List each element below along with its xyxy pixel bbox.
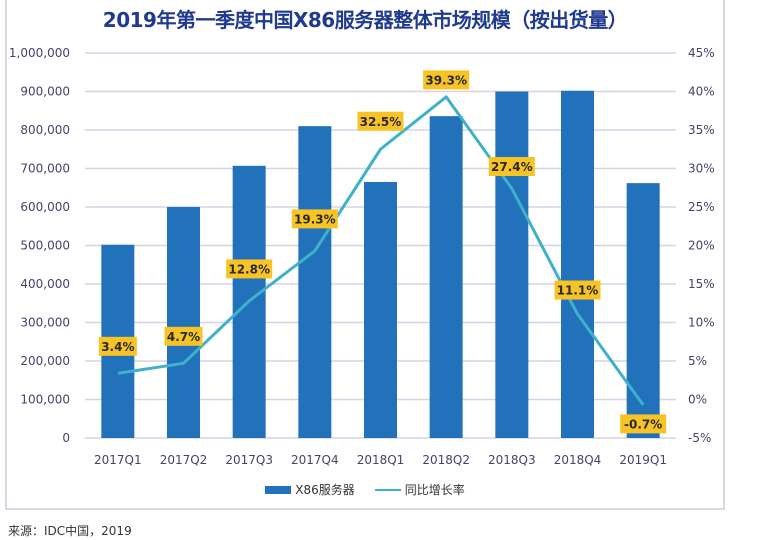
right-axis-tick: 20% — [688, 239, 715, 253]
chart-title: 2019年第一季度中国X86服务器整体市场规模（按出货量） — [102, 8, 628, 32]
data-label-text: 11.1% — [557, 284, 599, 298]
data-label: 27.4% — [488, 157, 535, 177]
x-axis-tick: 2017Q2 — [160, 453, 208, 467]
left-axis-tick: 300,000 — [20, 316, 70, 330]
left-axis-tick: 200,000 — [20, 354, 70, 368]
left-axis-tick: 500,000 — [20, 239, 70, 253]
x-axis-tick: 2018Q4 — [554, 453, 602, 467]
left-axis-tick: 900,000 — [20, 85, 70, 99]
data-label-text: 19.3% — [294, 212, 336, 226]
data-label-bg — [164, 326, 203, 346]
data-label-bg — [620, 414, 667, 434]
source-note: 来源：IDC中国，2019 — [8, 524, 132, 538]
right-axis-tick: 45% — [688, 46, 715, 60]
data-label-text: 12.8% — [228, 262, 270, 276]
left-axis-tick: 600,000 — [20, 200, 70, 214]
bar-2018Q1 — [364, 181, 397, 438]
data-label-bg — [554, 280, 601, 300]
data-label-text: 27.4% — [491, 160, 533, 174]
data-label-text: -0.7% — [624, 417, 662, 431]
data-label: 12.8% — [226, 259, 273, 279]
data-label-bg — [226, 259, 273, 279]
data-label-bg — [357, 111, 404, 131]
data-label: 19.3% — [291, 209, 338, 229]
x-axis-tick: 2017Q4 — [291, 453, 339, 467]
x-axis-tick: 2018Q1 — [357, 453, 405, 467]
data-label: 32.5% — [357, 111, 404, 131]
legend-label-line: 同比增长率 — [404, 483, 465, 497]
data-label-text: 4.7% — [167, 330, 200, 344]
legend-item-line: 同比增长率 — [374, 481, 465, 498]
data-label: 39.3% — [423, 70, 470, 90]
left-axis-tick: 800,000 — [20, 123, 70, 137]
legend-swatch-bar — [265, 485, 292, 494]
x-axis-tick: 2017Q3 — [225, 453, 273, 467]
x-axis-tick: 2018Q2 — [422, 453, 470, 467]
bar-2018Q3 — [495, 91, 529, 438]
data-label-text: 3.4% — [101, 340, 134, 354]
data-label-bg — [291, 209, 338, 229]
data-label: 4.7% — [164, 326, 203, 346]
legend-label-bar: X86服务器 — [295, 483, 355, 497]
right-axis-tick: -5% — [688, 431, 711, 445]
legend-item-bar: X86服务器 — [265, 481, 355, 498]
right-axis-tick: 40% — [688, 85, 715, 99]
data-label-bg — [423, 70, 470, 90]
data-label-text: 32.5% — [360, 115, 402, 129]
legend-swatch-line — [374, 488, 401, 491]
right-axis-tick: 15% — [688, 277, 715, 291]
right-axis-tick: 0% — [688, 393, 707, 407]
left-axis-tick: 100,000 — [20, 393, 70, 407]
x-axis-tick: 2018Q3 — [488, 453, 536, 467]
right-axis-tick: 30% — [688, 162, 715, 176]
data-label-text: 39.3% — [425, 73, 467, 87]
left-axis-tick: 700,000 — [20, 162, 70, 176]
chart-legend: X86服务器 同比增长率 — [0, 481, 730, 498]
x-axis-tick: 2017Q1 — [94, 453, 142, 467]
left-axis-tick: 1,000,000 — [9, 46, 70, 60]
right-axis-tick: 35% — [688, 123, 715, 137]
data-label: 3.4% — [98, 336, 137, 356]
left-axis-tick: 0 — [62, 431, 70, 445]
bar-2019Q1 — [626, 183, 660, 438]
bar-2017Q2 — [167, 207, 200, 438]
bar-2018Q2 — [429, 116, 463, 438]
data-label-bg — [98, 336, 137, 356]
bar-2018Q4 — [561, 90, 594, 438]
bar-2017Q4 — [298, 126, 332, 439]
right-axis-tick: 5% — [688, 354, 707, 368]
data-label-bg — [488, 157, 535, 177]
data-label: -0.7% — [620, 414, 667, 434]
right-axis-tick: 10% — [688, 316, 715, 330]
right-axis-tick: 25% — [688, 200, 715, 214]
left-axis-tick: 400,000 — [20, 277, 70, 291]
data-label: 11.1% — [554, 280, 601, 300]
x-axis-tick: 2019Q1 — [619, 453, 667, 467]
